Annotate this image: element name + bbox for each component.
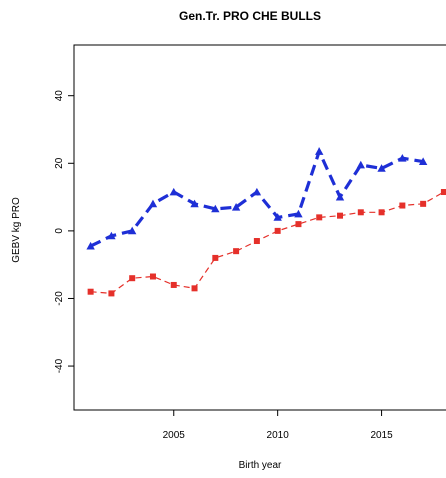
y-tick-label: -40 (54, 358, 65, 373)
triangle-series-point (169, 187, 178, 196)
y-tick-label: 0 (54, 228, 65, 234)
triangle-series-point (294, 209, 303, 218)
square-series-point (108, 290, 115, 297)
square-series-point (170, 281, 177, 288)
x-axis-label: Birth year (239, 460, 282, 471)
y-axis-label: GEBV kg PRO (11, 197, 22, 263)
y-tick-label: 20 (54, 157, 65, 169)
square-series-point (274, 227, 281, 234)
triangle-series-point (231, 203, 241, 211)
triangle-series-point (107, 231, 116, 240)
triangle-series-point (273, 213, 282, 221)
triangle-series-point (356, 160, 365, 169)
x-tick-label: 2010 (267, 430, 290, 441)
square-series-point (440, 189, 446, 196)
triangle-series-point (86, 241, 95, 250)
triangle-series-line (89, 147, 424, 248)
y-tick-label: 40 (54, 90, 65, 102)
triangle-series-point (211, 204, 220, 213)
square-series-point (149, 273, 156, 280)
square-series-point (399, 202, 406, 209)
square-series-point (337, 212, 344, 219)
square-series-point (87, 288, 94, 295)
square-series-point (295, 221, 302, 228)
square-series-point (191, 285, 198, 292)
square-series-point (129, 275, 136, 282)
square-series-line (90, 191, 445, 295)
square-series-point (253, 238, 260, 245)
triangle-series-point (148, 199, 158, 208)
plot-frame-box (73, 44, 446, 411)
square-series-point (420, 200, 427, 207)
triangle-series-point (252, 187, 262, 196)
square-series-point (233, 248, 240, 255)
square-series-point (212, 254, 219, 261)
square-series-point (378, 209, 385, 216)
triangle-series-point (398, 154, 407, 162)
triangle-series-point (418, 157, 428, 165)
triangle-series-point (377, 164, 386, 172)
triangle-series-point (335, 192, 345, 201)
triangle-series-point (127, 226, 137, 235)
triangle-series-point (190, 199, 199, 208)
square-series-point (357, 209, 364, 216)
square-series-point (316, 214, 323, 221)
triangle-series-point (315, 147, 324, 155)
x-tick-label: 2015 (370, 430, 393, 441)
x-tick-label: 2005 (163, 430, 186, 441)
y-tick-label: -20 (54, 291, 65, 306)
chart-title: Gen.Tr. PRO CHE BULLS (179, 9, 321, 23)
